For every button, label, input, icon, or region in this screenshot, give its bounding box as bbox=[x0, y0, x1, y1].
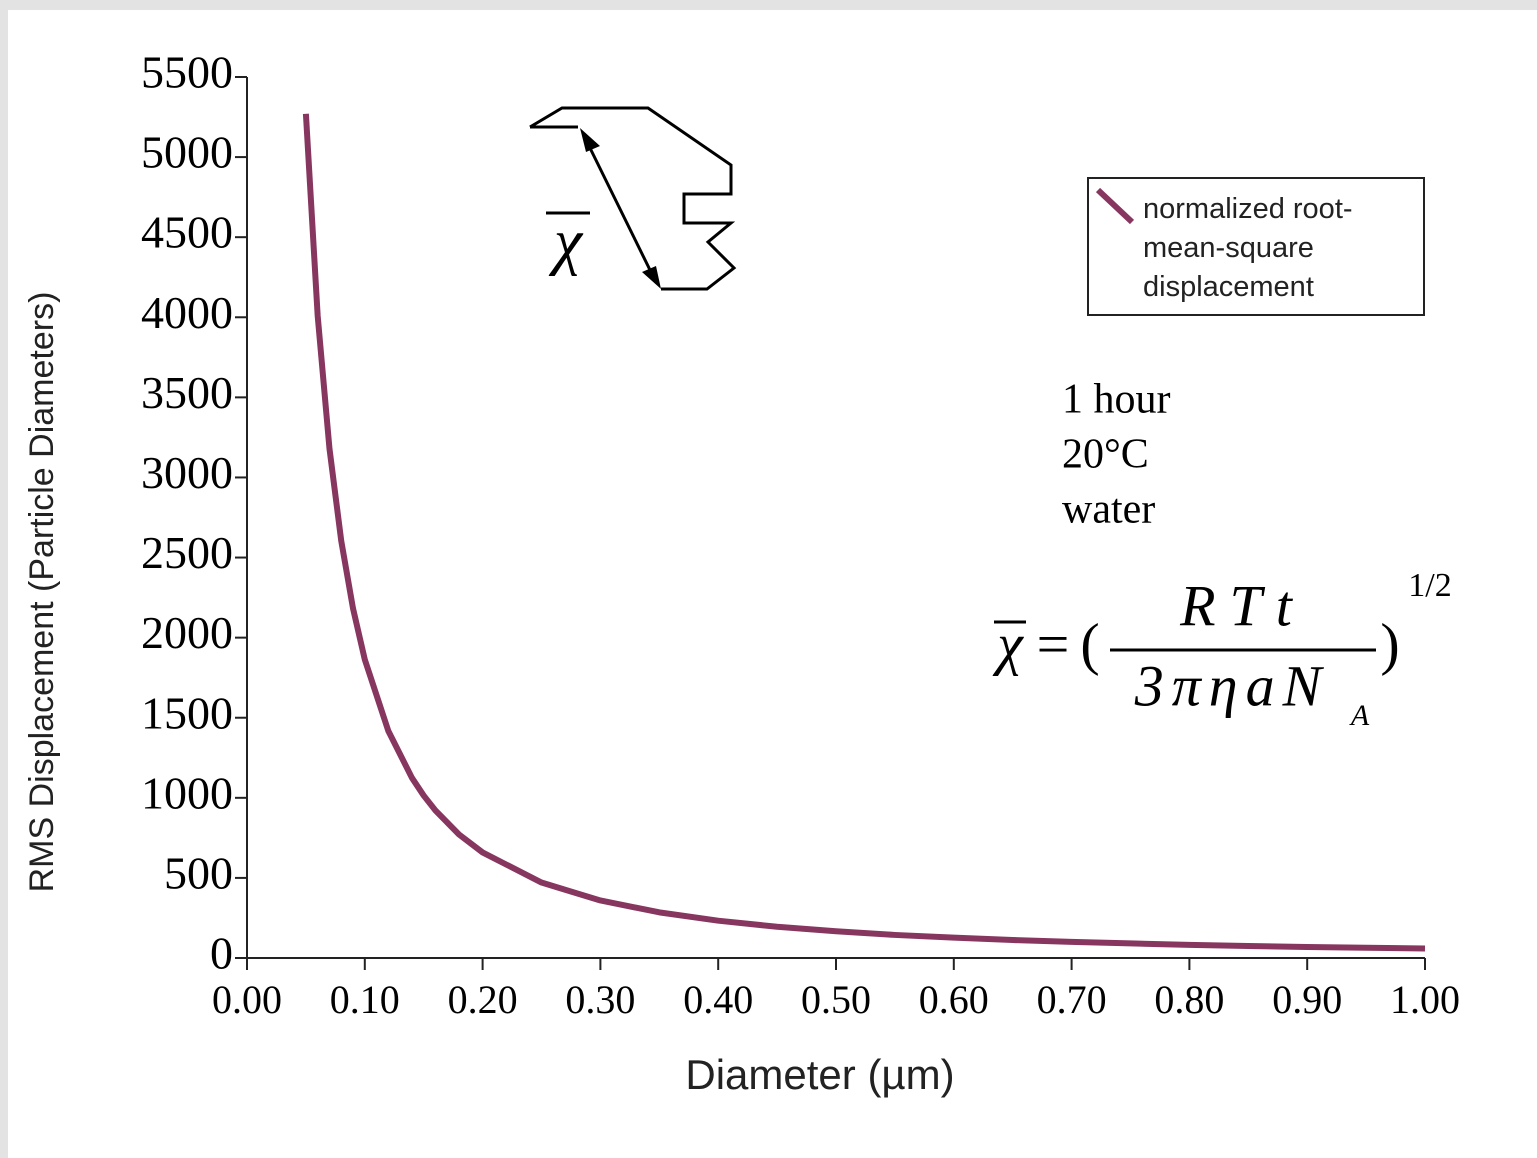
y-tick-label: 1500 bbox=[141, 687, 233, 738]
x-tick-label: 0.40 bbox=[683, 977, 753, 1022]
y-axis-title: RMS Displacement (Particle Diameters) bbox=[23, 292, 61, 893]
x-tick-label: 0.60 bbox=[919, 977, 989, 1022]
legend-label: normalized root-mean-square displacement bbox=[1143, 193, 1353, 303]
y-tick-label: 4000 bbox=[141, 287, 233, 338]
diagram-label: χ bbox=[548, 206, 584, 277]
x-tick-label: 1.00 bbox=[1390, 977, 1460, 1022]
formula-lhs: χ bbox=[992, 611, 1024, 676]
y-tick-label: 5000 bbox=[141, 127, 233, 178]
x-tick-label: 0.80 bbox=[1154, 977, 1224, 1022]
legend-swatch bbox=[1095, 187, 1135, 225]
x-tick-label: 0.90 bbox=[1272, 977, 1342, 1022]
annotation: 1 hour bbox=[1062, 377, 1171, 423]
y-tick-label: 3500 bbox=[141, 367, 233, 418]
y-tick-label: 1000 bbox=[141, 767, 233, 818]
y-tick-label: 0 bbox=[210, 928, 233, 979]
y-tick-label: 2000 bbox=[141, 607, 233, 658]
y-tick-label: 2500 bbox=[141, 527, 233, 578]
x-tick-label: 0.70 bbox=[1037, 977, 1107, 1022]
formula-paren: ( bbox=[1080, 611, 1099, 676]
x-tick-label: 0.50 bbox=[801, 977, 871, 1022]
formula-exponent: 1/2 bbox=[1408, 567, 1451, 604]
annotation: water bbox=[1062, 487, 1155, 533]
y-tick-label: 5500 bbox=[141, 47, 233, 98]
y-tick-label: 500 bbox=[164, 847, 233, 898]
y-tick-label: 4500 bbox=[141, 207, 233, 258]
formula-subscript: A bbox=[1349, 699, 1370, 732]
formula-equals: = bbox=[1037, 611, 1070, 676]
x-axis-title: Diameter (µm) bbox=[685, 1051, 954, 1098]
x-tick-label: 0.10 bbox=[330, 977, 400, 1022]
arrow-shaft bbox=[588, 147, 652, 271]
formula-paren: ) bbox=[1380, 611, 1399, 676]
x-tick-label: 0.30 bbox=[565, 977, 635, 1022]
data-line bbox=[302, 113, 1426, 952]
annotation: 20°C bbox=[1062, 432, 1149, 478]
particle-path bbox=[529, 106, 737, 291]
x-tick-label: 0.00 bbox=[212, 977, 282, 1022]
x-tick-label: 0.20 bbox=[448, 977, 518, 1022]
legend-box bbox=[1087, 177, 1425, 316]
arrow-head bbox=[580, 128, 661, 289]
formula-numerator: RTt bbox=[1179, 573, 1306, 638]
y-tick-label: 3000 bbox=[141, 447, 233, 498]
formula-denominator: 3πηaN bbox=[1134, 653, 1330, 718]
